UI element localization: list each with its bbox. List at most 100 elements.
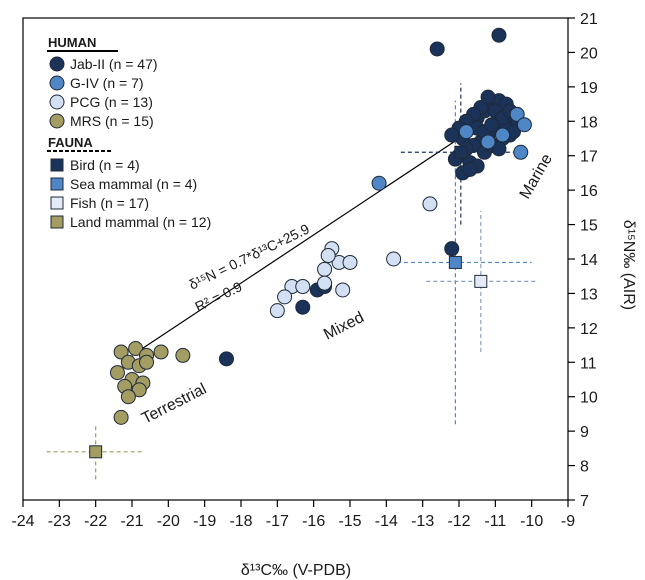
jab-ii-point-39	[462, 161, 478, 177]
pcg-point-6	[320, 248, 336, 264]
y-tick-label-8: 15	[580, 218, 598, 235]
x-tick-label-3: -21	[120, 513, 143, 530]
y-tick-label-6: 13	[580, 286, 598, 303]
legend-fish-label: Fish (n = 17)	[70, 195, 149, 211]
x-tick-label-11: -13	[411, 513, 434, 530]
jab-ii-point-32	[480, 89, 496, 105]
pcg-point-11	[317, 275, 333, 291]
y-tick-label-14: 21	[580, 11, 598, 28]
g-iv-point-0	[371, 175, 387, 191]
x-tick-label-13: -11	[484, 513, 506, 530]
legend-pcg-label: PCG (n = 13)	[70, 94, 153, 110]
jab-ii-point-44	[218, 351, 234, 367]
y-tick-label-7: 14	[580, 252, 598, 269]
g-iv-point-4	[509, 106, 525, 122]
bird-marker	[454, 145, 468, 159]
legend-g-iv-label: G-IV (n = 7)	[70, 75, 144, 91]
jab-ii-point-31	[444, 127, 460, 143]
jab-ii-point-1	[491, 27, 507, 43]
legend-land-mammal-symbol	[50, 215, 64, 229]
regression-line	[131, 137, 460, 356]
g-iv-point-5	[516, 117, 532, 133]
legend-jab-ii-symbol	[49, 56, 65, 72]
legend: HUMAN Jab-II (n = 47) G-IV (n = 7) PCG (n …	[47, 35, 211, 230]
legend-sea-mammal-symbol	[50, 177, 64, 191]
g-iv-point-6	[513, 144, 529, 160]
mixed-label: Mixed	[321, 309, 367, 344]
x-tick-label-9: -15	[338, 513, 361, 530]
legend-mrs-label: MRS (n = 15)	[70, 113, 154, 129]
y-tick-label-10: 17	[580, 149, 598, 166]
y-axis: 7 8 9 10 11 12 13 14 15 16 17 18 19 20 21	[568, 11, 598, 510]
x-tick-label-14: -10	[520, 513, 543, 530]
pcg-point-9	[295, 279, 311, 295]
x-tick-label-0: -24	[11, 513, 34, 530]
g-iv-point-1	[458, 124, 474, 140]
legend-bird-label: Bird (n = 4)	[70, 157, 140, 173]
pcg-point-8	[277, 289, 293, 305]
legend-human-title: HUMAN	[48, 35, 96, 50]
terrestrial-label: Terrestrial	[139, 381, 209, 428]
mrs-point-14	[139, 354, 155, 370]
y-tick-label-4: 11	[580, 355, 597, 372]
x-tick-label-6: -18	[229, 513, 252, 530]
jab-ii-point-45	[484, 117, 500, 133]
mrs-point-13	[113, 409, 129, 425]
legend-mrs-symbol	[49, 113, 65, 129]
mrs-point-1	[128, 341, 144, 357]
mrs-point-5	[109, 365, 125, 381]
mrs-point-0	[113, 344, 129, 360]
pcg-point-0	[422, 196, 438, 212]
legend-human-entries: Jab-II (n = 47) G-IV (n = 7) PCG (n = 13) M…	[49, 56, 158, 129]
y-tick-label-3: 10	[580, 390, 598, 407]
x-tick-label-12: -12	[447, 513, 470, 530]
y-tick-label-1: 8	[580, 459, 589, 476]
jab-ii-point-40	[444, 241, 460, 257]
x-tick-label-15: -9	[561, 513, 575, 530]
y-tick-label-5: 12	[580, 321, 598, 338]
x-tick-label-2: -22	[84, 513, 107, 530]
y-tick-label-11: 18	[580, 114, 598, 131]
x-axis: -24 -23 -22 -21 -20 -19 -18 -17 -16 -15 -14 -13 -12-…	[11, 500, 575, 530]
y-tick-label-12: 19	[580, 80, 598, 97]
y-tick-label-13: 20	[580, 45, 598, 62]
x-tick-label-8: -16	[302, 513, 325, 530]
jab-ii-point-0	[429, 41, 445, 57]
legend-land-mammal-label: Land mammal (n = 12)	[70, 214, 211, 230]
legend-pcg-symbol	[49, 94, 65, 110]
pcg-point-1	[386, 251, 402, 267]
jab-ii-point-43	[295, 299, 311, 315]
pcg-point-10	[335, 282, 351, 298]
g-iv-point-3	[495, 127, 511, 143]
legend-jab-ii-label: Jab-II (n = 47)	[70, 56, 158, 72]
mrs-point-12	[153, 344, 169, 360]
legend-fauna-entries: Bird (n = 4) Sea mammal (n = 4) Fish (n = …	[50, 157, 211, 230]
data-points	[109, 27, 532, 425]
y-tick-label-2: 9	[580, 424, 589, 441]
y-tick-label-9: 16	[580, 183, 598, 200]
fauna-markers	[89, 145, 488, 459]
mrs-point-9	[131, 382, 147, 398]
y-axis-label: δ¹⁵N‰ (AIR)	[620, 220, 637, 310]
y-tick-label-0: 7	[580, 493, 589, 510]
x-tick-label-10: -14	[375, 513, 398, 530]
legend-fish-symbol	[50, 196, 64, 210]
regression-line-group	[131, 137, 460, 356]
g-iv-point-2	[480, 134, 496, 150]
pcg-point-12	[269, 303, 285, 319]
x-axis-label: δ¹³C‰ (V-PDB)	[241, 562, 351, 579]
x-tick-label-7: -17	[266, 513, 289, 530]
mrs-point-11	[175, 347, 191, 363]
pcg-point-4	[342, 254, 358, 270]
x-tick-label-5: -19	[193, 513, 216, 530]
sea-mammal-marker	[448, 255, 462, 269]
legend-sea-mammal-label: Sea mammal (n = 4)	[70, 176, 197, 192]
land-mammal-marker	[89, 445, 103, 459]
fish-marker	[474, 274, 488, 288]
mrs-point-10	[120, 389, 136, 405]
legend-fauna-title: FAUNA	[48, 135, 93, 150]
jab-ii-point-25	[491, 141, 507, 157]
legend-g-iv-symbol	[49, 75, 65, 91]
legend-bird-symbol	[50, 158, 64, 172]
